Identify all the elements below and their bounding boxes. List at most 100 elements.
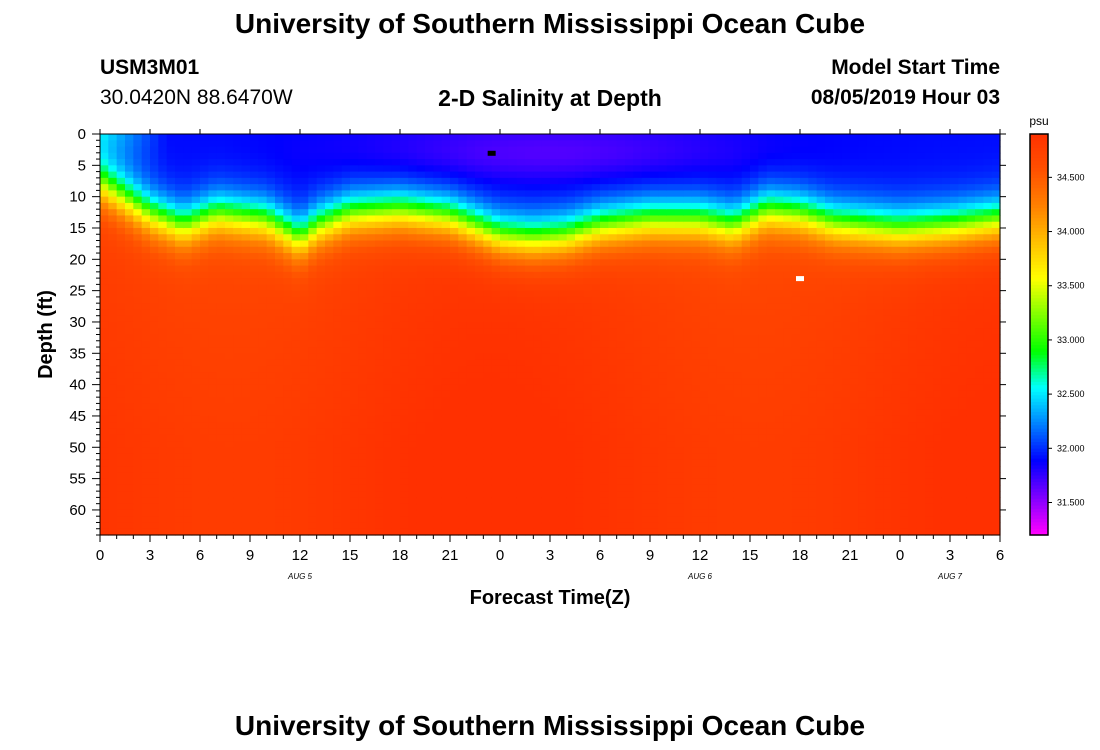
- heatmap-cell: [250, 234, 259, 242]
- heatmap-cell: [166, 397, 176, 405]
- heatmap-cell: [600, 240, 609, 248]
- heatmap-cell: [166, 221, 176, 229]
- heatmap-cell: [166, 491, 176, 499]
- heatmap-cell: [183, 478, 193, 486]
- heatmap-cell: [425, 516, 434, 524]
- heatmap-cell: [275, 365, 284, 373]
- heatmap-cell: [308, 397, 318, 405]
- heatmap-cell: [575, 397, 584, 405]
- heatmap-cell: [308, 334, 318, 342]
- heatmap-cell: [691, 415, 701, 423]
- heatmap-cell: [366, 321, 376, 329]
- heatmap-cell: [658, 453, 668, 461]
- heatmap-cell: [366, 202, 376, 210]
- heatmap-cell: [316, 290, 326, 298]
- heatmap-cell: [666, 478, 676, 486]
- heatmap-cell: [741, 196, 751, 204]
- heatmap-cell: [233, 509, 243, 517]
- heatmap-cell: [708, 177, 718, 185]
- heatmap-cell: [100, 434, 109, 442]
- heatmap-cell: [625, 484, 634, 492]
- heatmap-cell: [600, 397, 609, 405]
- heatmap-cell: [400, 259, 409, 267]
- heatmap-cell: [566, 278, 576, 285]
- heatmap-cell: [100, 441, 109, 448]
- heatmap-cell: [666, 259, 676, 267]
- heatmap-cell: [258, 447, 268, 455]
- heatmap-cell: [516, 328, 526, 336]
- heatmap-cell: [425, 390, 434, 398]
- heatmap-cell: [600, 384, 609, 392]
- heatmap-cell: [241, 321, 251, 329]
- heatmap-cell: [225, 246, 234, 254]
- heatmap-cell: [475, 453, 484, 461]
- heatmap-cell: [466, 278, 476, 285]
- heatmap-cell: [700, 409, 709, 417]
- heatmap-cell: [491, 215, 501, 223]
- heatmap-cell: [541, 415, 551, 423]
- heatmap-cell: [575, 165, 584, 173]
- heatmap-cell: [716, 190, 726, 198]
- heatmap-cell: [433, 447, 443, 455]
- heatmap-cell: [333, 384, 343, 392]
- heatmap-cell: [266, 184, 276, 191]
- heatmap-cell: [533, 221, 543, 229]
- heatmap-cell: [658, 372, 668, 379]
- heatmap-cell: [350, 253, 359, 260]
- heatmap-cell: [550, 296, 559, 304]
- heatmap-cell: [425, 441, 434, 448]
- heatmap-cell: [241, 184, 251, 191]
- heatmap-cell: [275, 265, 284, 273]
- heatmap-cell: [591, 278, 601, 285]
- heatmap-cell: [575, 284, 584, 292]
- heatmap-cell: [483, 347, 493, 354]
- heatmap-cell: [691, 165, 701, 173]
- heatmap-cell: [383, 159, 393, 166]
- heatmap-cell: [141, 340, 151, 348]
- heatmap-cell: [175, 384, 184, 392]
- heatmap-cell: [425, 165, 434, 173]
- heatmap-cell: [716, 271, 726, 279]
- heatmap-cell: [433, 152, 443, 160]
- heatmap-cell: [383, 340, 393, 348]
- heatmap-cell: [708, 347, 718, 354]
- heatmap-cell: [266, 296, 276, 304]
- heatmap-cell: [108, 409, 118, 417]
- heatmap-cell: [225, 284, 234, 292]
- heatmap-cell: [733, 378, 743, 386]
- heatmap-cell: [550, 415, 559, 423]
- heatmap-cell: [650, 177, 659, 185]
- heatmap-cell: [533, 390, 543, 398]
- heatmap-cell: [141, 328, 151, 336]
- heatmap-cell: [116, 453, 126, 461]
- heatmap-cell: [208, 403, 218, 411]
- heatmap-cell: [600, 334, 609, 342]
- heatmap-cell: [375, 390, 384, 398]
- heatmap-cell: [741, 428, 751, 436]
- heatmap-cell: [116, 340, 126, 348]
- heatmap-cell: [225, 428, 234, 436]
- heatmap-cell: [233, 234, 243, 242]
- heatmap-cell: [133, 409, 143, 417]
- heatmap-cell: [550, 202, 559, 210]
- heatmap-cell: [366, 472, 376, 480]
- heatmap-cell: [566, 271, 576, 279]
- heatmap-cell: [650, 353, 659, 361]
- heatmap-cell: [291, 353, 301, 361]
- heatmap-cell: [633, 140, 643, 148]
- heatmap-cell: [216, 522, 226, 530]
- heatmap-cell: [308, 209, 318, 217]
- heatmap-cell: [491, 428, 501, 436]
- heatmap-cell: [241, 271, 251, 279]
- heatmap-cell: [316, 209, 326, 217]
- heatmap-cell: [158, 271, 168, 279]
- heatmap-cell: [100, 491, 109, 499]
- heatmap-cell: [283, 303, 293, 311]
- heatmap-cell: [708, 253, 718, 260]
- heatmap-cell: [625, 372, 634, 379]
- heatmap-cell: [566, 503, 576, 511]
- heatmap-cell: [216, 428, 226, 436]
- heatmap-cell: [366, 159, 376, 166]
- heatmap-cell: [141, 159, 151, 166]
- heatmap-cell: [316, 303, 326, 311]
